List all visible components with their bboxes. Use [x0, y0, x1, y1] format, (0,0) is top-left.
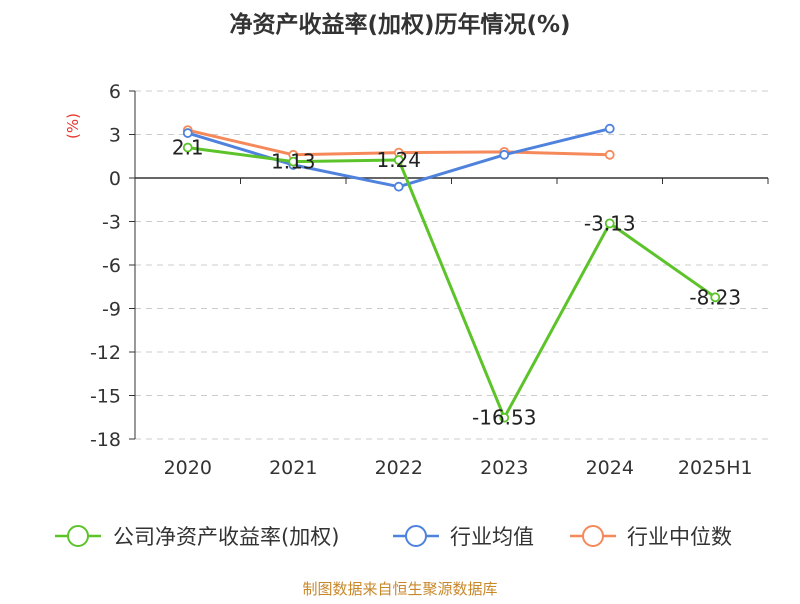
y-tick-label: -6	[102, 255, 121, 277]
legend-marker-2	[582, 525, 604, 547]
x-tick-label: 2022	[375, 457, 423, 479]
data-point	[710, 292, 721, 303]
data-label: -8.23	[689, 285, 741, 309]
data-point	[499, 149, 510, 160]
data-point	[182, 142, 193, 153]
legend-label-1: 行业均值	[450, 525, 534, 549]
data-point	[393, 155, 404, 165]
series	[182, 123, 721, 423]
y-tick-label: -9	[102, 299, 121, 321]
legend-label-2: 行业中位数	[627, 525, 732, 549]
data-point	[499, 412, 510, 423]
y-tick-label: -12	[90, 342, 121, 364]
x-tick-label: 2023	[480, 457, 528, 479]
x-tick-label: 2025H1	[678, 457, 753, 479]
source-note: 制图数据来自恒生聚源数据库	[302, 580, 497, 598]
data-point	[288, 156, 299, 167]
data-point	[604, 218, 615, 229]
data-point	[182, 128, 193, 138]
y-tick-label: -18	[90, 429, 121, 451]
x-tick-label: 2021	[269, 457, 317, 479]
y-tick-label: 3	[109, 125, 121, 147]
data-label: 2.1	[172, 136, 204, 160]
data-point	[604, 123, 615, 134]
data-label: 1.13	[271, 150, 316, 174]
data-point	[604, 149, 615, 160]
axes: 6 3 0 -3 -6 -9 -12 -15 -18 2020 2021 2022 2023 2024 20…	[90, 81, 769, 479]
data-label: 1.24	[376, 148, 421, 172]
y-tick-label: 0	[109, 168, 121, 190]
series-line-0	[186, 146, 717, 420]
chart-title: 净资产收益率(加权)历年情况(%)	[229, 11, 570, 38]
x-tick-label: 2024	[586, 457, 634, 479]
y-tick-label: -15	[90, 386, 121, 408]
x-tick-label: 2020	[164, 457, 212, 479]
data-label: -16.53	[472, 406, 536, 430]
legend: 公司净资产收益率(加权) 行业均值 行业中位数	[55, 525, 732, 549]
legend-label-0: 公司净资产收益率(加权)	[113, 525, 339, 549]
data-point	[393, 181, 404, 192]
grid	[135, 90, 768, 440]
y-tick-label: -3	[102, 212, 121, 234]
legend-marker-0	[67, 525, 89, 547]
y-axis-unit: (%)	[64, 113, 82, 139]
data-labels: 2.1 1.13 1.24 -16.53 -3.13 -8.23	[172, 136, 741, 430]
y-tick-label: 6	[109, 81, 121, 103]
data-label: -3.13	[584, 211, 636, 235]
legend-marker-1	[405, 525, 427, 547]
